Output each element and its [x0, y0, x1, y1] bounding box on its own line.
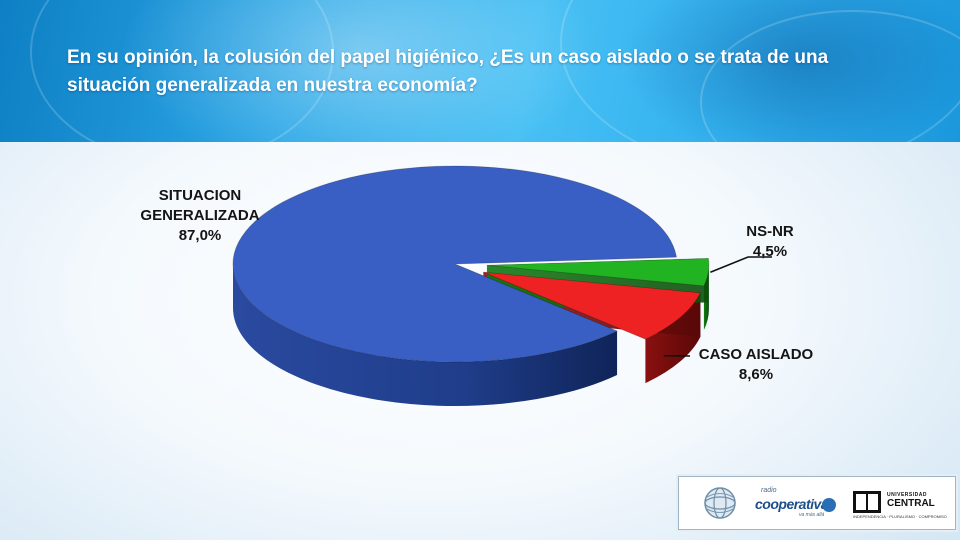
pie-chart: SITUACION GENERALIZADA 87,0% NS-NR 4,5% CASO … — [140, 165, 814, 406]
uc-logo-top: UNIVERSIDAD — [887, 492, 927, 498]
uc-emblem-icon — [853, 491, 881, 513]
slide-header: En su opinión, la colusión del papel hig… — [0, 0, 960, 142]
cooperativa-logo-tagline-top: radio — [761, 487, 777, 494]
situacion-generalizada-label: SITUACION GENERALIZADA 87,0% — [140, 187, 259, 244]
cooperativa-logo: radio cooperativa va más allá — [755, 487, 845, 519]
pie-leaders — [663, 256, 772, 357]
cooperativa-logo-name: cooperativa — [755, 496, 829, 512]
cooperativa-logo-tagline: va más allá — [799, 512, 825, 518]
slide-title: En su opinión, la colusión del papel hig… — [67, 47, 829, 96]
situacion-generalizada-side — [233, 264, 618, 406]
ns-nr-value-label: 4,5% — [753, 243, 787, 260]
caso-aislado-value-label: 8,6% — [739, 366, 773, 383]
situacion-generalizada-value-label: 87,0% — [179, 227, 222, 244]
caso-aislado-label: CASO AISLADO 8,6% — [699, 346, 814, 383]
ns-nr-leader-line — [710, 256, 772, 273]
sponsor-logos: radio cooperativa va más allá UNIVERSIDA… — [678, 476, 956, 530]
pie-labels: SITUACION GENERALIZADA 87,0% NS-NR 4,5% CASO … — [140, 187, 813, 383]
ns-nr-slice — [486, 258, 710, 287]
globe-icon — [704, 487, 736, 519]
pie-tops — [232, 165, 710, 363]
uc-logo-name: CENTRAL — [887, 498, 935, 509]
caso-aislado-slice — [483, 271, 701, 340]
universidad-central-logo: UNIVERSIDAD CENTRAL INDEPENDENCIA · PLUR… — [853, 491, 947, 519]
cooperativa-wave-icon — [822, 498, 836, 512]
ns-nr-label: NS-NR 4,5% — [746, 223, 794, 260]
situacion-generalizada-slice — [232, 165, 677, 363]
uc-logo-motto: INDEPENDENCIA · PLURALISMO · COMPROMISO — [853, 514, 947, 519]
uc-emblem-square — [856, 494, 866, 510]
uc-emblem-square — [868, 494, 878, 510]
